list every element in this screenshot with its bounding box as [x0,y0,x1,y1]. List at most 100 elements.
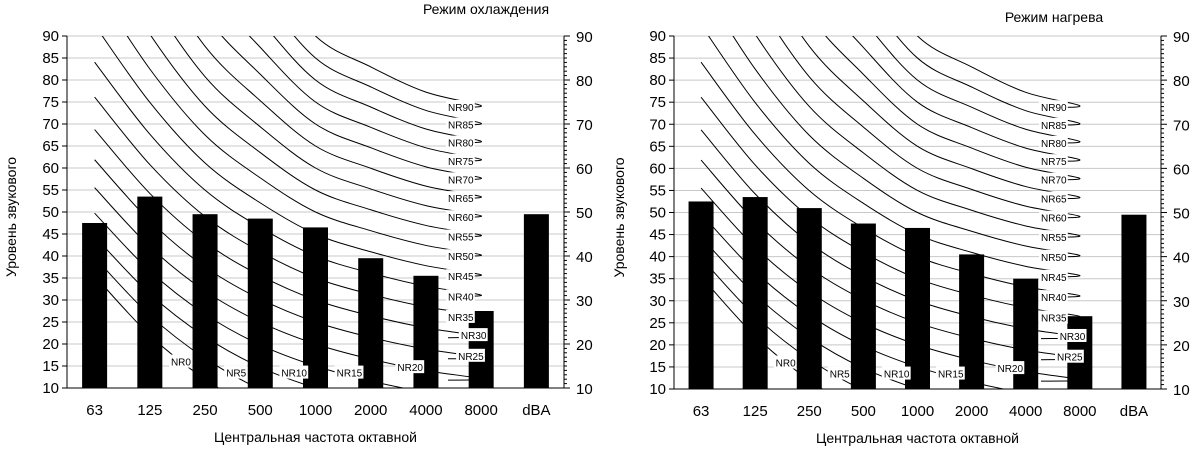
nr-label-bg [446,229,475,243]
nr-label-bg [446,191,475,205]
y-tick-label: 45 [42,226,59,243]
y-tick-label: 35 [42,270,59,287]
nr-curve-label: NR0 [171,358,191,369]
x-tick-label: 63 [693,403,710,420]
nr-label-bg [1039,117,1068,131]
x-axis-label: Центральная частота октавной [214,429,417,445]
y-tick-label: 40 [42,248,59,265]
nr-label-bg [1039,135,1068,149]
nr-curve-line [896,36,1081,126]
nr-label-bg [1039,310,1068,324]
nr-label-bg [446,309,475,323]
y2-tick-label: 80 [576,73,593,90]
bar [192,214,218,388]
nr-curve-label: NR45 [1041,273,1067,284]
y-tick-label: 70 [42,116,59,133]
y2-tick-label: 30 [576,293,593,310]
nr-label-bg [773,355,797,369]
y2-tick-label: 40 [576,249,593,266]
nr-label-bg [1057,328,1087,342]
x-tick-label: 1000 [901,403,934,420]
bar [742,197,768,389]
chart-panel: NR0 NR5 NR10 NR15 NR20 NR25 NR30 NR35 NR40 NR45 NR… [611,9,1190,446]
x-tick-label: 2000 [354,402,387,419]
x-tick-label: 250 [797,403,822,420]
nr-label-bg [1039,269,1068,283]
nr-curve-label: NR20 [997,364,1023,375]
bar [523,214,549,388]
nr-curve-label: NR5 [226,369,246,380]
nr-curve-label: NR55 [448,233,474,244]
y-tick-label: 65 [42,138,59,155]
y-tick-label: 55 [649,182,666,199]
nr-label-bg [446,289,475,303]
nr-label-bg [456,348,485,362]
nr-curve-line [778,36,1081,219]
nr-curve-label: NR25 [458,352,484,363]
nr-label-bg [1039,230,1068,244]
nr-label-bg [395,360,425,374]
nr-label-bg [224,365,247,379]
nr-curve-label: NR30 [461,331,487,342]
y2-tick-label: 70 [1173,117,1190,134]
nr-curve-label: NR20 [397,363,423,374]
x-tick-label: 250 [193,402,218,419]
bar [796,208,822,389]
nr-label-bg [334,365,364,379]
y-tick-label: 80 [42,72,59,89]
nr-curve-label: NR30 [1060,332,1086,343]
bar [905,227,930,389]
bar [688,201,714,389]
y-tick-label: 55 [42,182,59,199]
nr-label-bg [1039,154,1068,168]
y2-tick-label: 90 [1173,29,1190,46]
nr-label-bg [1039,249,1068,263]
y-tick-label: 85 [649,50,666,67]
nr-curve-line [293,36,482,126]
y-tick-label: 25 [42,314,59,331]
y-tick-label: 50 [649,205,666,222]
x-tick-label: 63 [86,402,103,419]
bar [247,218,273,388]
bar [137,196,163,388]
nr-label-bg [446,153,475,167]
y2-tick-label: 60 [1173,161,1190,178]
nr-label-bg [881,366,911,380]
x-tick-label: 125 [743,403,768,420]
nr-label-bg [446,135,475,149]
nr-curve-label: NR70 [1041,176,1067,187]
nr-label-bg [446,99,475,113]
nr-label-bg [1039,172,1068,186]
nr-curve-label: NR80 [448,139,474,150]
nr-curve-line [272,36,482,144]
y2-tick-label: 30 [1173,294,1190,311]
nr-curve-label: NR25 [1057,353,1083,364]
y-tick-label: 10 [649,381,666,398]
y-tick-label: 75 [42,94,59,111]
nr-curve-label: NR35 [1041,314,1067,325]
nr-curve-label: NR90 [448,103,474,114]
nr-curve-label: NR55 [1041,233,1067,244]
y-tick-label: 60 [42,160,59,177]
bar [1121,214,1147,389]
nr-label-bg [1039,290,1068,304]
nr-label-bg [995,361,1025,375]
nr-label-bg [446,117,475,131]
y-axis-label: Уровень звукового [611,157,627,277]
nr-label-bg [458,328,488,342]
chart-title: Режим охлаждения [423,1,549,17]
nr-curve-label: NR0 [776,359,796,370]
x-tick-label: 125 [137,402,162,419]
y-tick-label: 45 [649,227,666,244]
y2-tick-label: 10 [1173,382,1190,399]
y2-tick-label: 80 [1173,73,1190,90]
nr-curve-line [916,36,1081,108]
x-tick-label: dBA [1120,403,1148,420]
y-tick-label: 35 [649,271,666,288]
nr-label-bg [827,366,851,380]
nr-curve-label: NR40 [448,292,474,303]
nr-curve-label: NR70 [448,175,474,186]
y2-tick-label: 10 [576,381,593,398]
y2-tick-label: 40 [1173,250,1190,267]
y-tick-label: 20 [42,336,59,353]
